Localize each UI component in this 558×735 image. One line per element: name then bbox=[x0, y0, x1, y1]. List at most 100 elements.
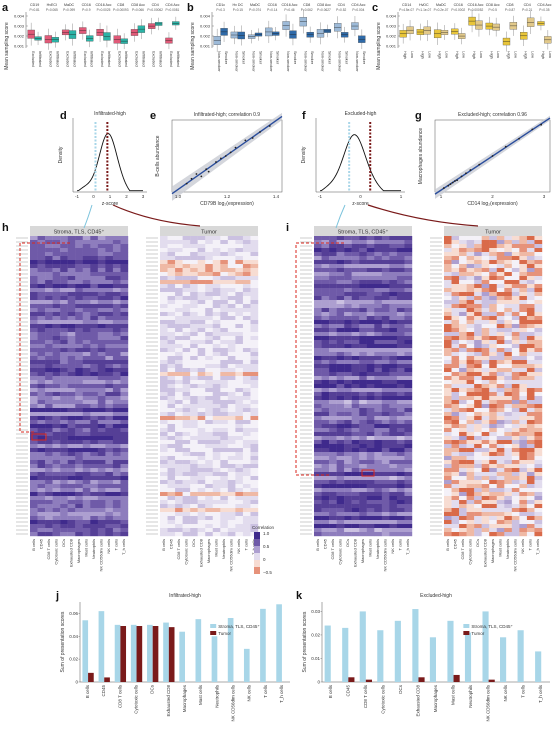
heatmap-cell bbox=[75, 352, 83, 357]
heatmap-cell bbox=[336, 252, 345, 257]
heatmap-cell bbox=[504, 492, 513, 497]
heatmap-cell bbox=[205, 488, 213, 493]
heatmap-cell bbox=[314, 404, 322, 409]
heatmap-cell bbox=[489, 436, 497, 441]
heatmap-cell bbox=[489, 504, 497, 509]
heatmap-cell bbox=[366, 336, 375, 341]
heatmap-cell bbox=[389, 264, 398, 269]
heatmap-cell bbox=[444, 360, 452, 365]
heatmap-cell bbox=[459, 472, 467, 477]
heatmap-cell bbox=[534, 524, 543, 529]
heatmap-cell bbox=[82, 408, 91, 413]
heatmap-cell bbox=[526, 404, 535, 409]
heatmap-cell bbox=[120, 244, 129, 249]
heatmap-cell bbox=[120, 380, 129, 385]
heatmap-cell bbox=[519, 532, 528, 537]
heatmap-cell bbox=[212, 240, 221, 245]
heatmap-cell bbox=[67, 316, 76, 321]
heatmap-cell bbox=[120, 260, 129, 265]
heatmap-cell bbox=[466, 276, 475, 281]
heatmap-cell bbox=[351, 392, 360, 397]
heatmap-cell bbox=[175, 428, 183, 433]
heatmap-cell bbox=[459, 412, 467, 417]
heatmap-cell bbox=[489, 240, 497, 245]
heatmap-cell bbox=[374, 236, 383, 241]
heatmap-cell bbox=[105, 380, 114, 385]
heatmap-cell bbox=[366, 316, 375, 321]
heatmap-cell bbox=[444, 440, 452, 445]
heatmap-cell bbox=[466, 416, 475, 421]
heatmap-cell bbox=[227, 468, 236, 473]
heatmap-cell bbox=[90, 256, 99, 261]
heatmap-cell bbox=[359, 416, 367, 421]
heatmap-cell bbox=[220, 448, 229, 453]
heatmap-cell bbox=[474, 408, 482, 413]
heatmap-cell bbox=[242, 268, 251, 273]
heatmap-cell bbox=[489, 248, 497, 253]
heatmap-cell bbox=[314, 388, 322, 393]
heatmap-cell bbox=[451, 264, 460, 269]
heatmap-cell bbox=[52, 256, 61, 261]
heatmap-cell bbox=[82, 416, 91, 421]
heatmap-cell bbox=[220, 440, 229, 445]
y-axis-label: Mean sampling score bbox=[376, 22, 382, 70]
heatmap-cell bbox=[504, 432, 513, 437]
heatmap-cell bbox=[534, 476, 543, 481]
bar bbox=[464, 632, 472, 682]
heatmap-cell bbox=[366, 448, 375, 453]
heatmap-cell bbox=[90, 360, 99, 365]
heatmap-cell bbox=[205, 472, 213, 477]
heatmap-cell bbox=[504, 484, 513, 489]
heatmap-cell bbox=[235, 404, 244, 409]
heatmap-cell bbox=[105, 260, 114, 265]
heatmap-cell bbox=[329, 260, 337, 265]
heatmap-cell bbox=[75, 344, 83, 349]
heatmap-cell bbox=[321, 276, 330, 281]
heatmap-cell bbox=[37, 372, 46, 377]
heatmap-cell bbox=[314, 452, 322, 457]
heatmap-cell bbox=[75, 288, 83, 293]
heatmap-cell bbox=[344, 412, 352, 417]
heatmap-cell bbox=[90, 396, 99, 401]
heatmap-cell bbox=[90, 512, 99, 517]
heatmap-cell bbox=[67, 472, 76, 477]
heatmap-cell bbox=[120, 288, 129, 293]
heatmap-cell bbox=[52, 324, 61, 329]
heatmap-cell bbox=[37, 356, 46, 361]
heatmap-cell bbox=[351, 420, 360, 425]
heatmap-cell bbox=[67, 388, 76, 393]
heatmap-cell bbox=[205, 532, 213, 537]
heatmap-cell bbox=[250, 252, 259, 257]
heatmap-cell bbox=[97, 300, 106, 305]
heatmap-cell bbox=[519, 424, 528, 429]
heatmap-cell bbox=[504, 316, 513, 321]
heatmap-cell bbox=[459, 296, 467, 301]
heatmap-cell bbox=[404, 336, 413, 341]
heatmap-cell bbox=[30, 312, 38, 317]
heatmap-cell bbox=[344, 372, 352, 377]
heatmap-cell bbox=[489, 400, 497, 405]
column-label: Mast cells bbox=[368, 539, 373, 557]
heatmap-cell bbox=[82, 260, 91, 265]
heatmap-cell bbox=[175, 316, 183, 321]
heatmap-cell bbox=[75, 520, 83, 525]
heatmap-cell bbox=[37, 488, 46, 493]
heatmap-cell bbox=[511, 244, 520, 249]
heatmap-cell bbox=[314, 460, 322, 465]
heatmap-cell bbox=[389, 396, 398, 401]
heatmap-cell bbox=[227, 388, 236, 393]
heatmap-cell bbox=[344, 528, 352, 533]
bar bbox=[168, 627, 175, 682]
bar bbox=[453, 674, 460, 682]
heatmap-cell bbox=[366, 504, 375, 509]
heatmap-cell bbox=[182, 448, 191, 453]
data-point bbox=[491, 155, 494, 157]
panel-label-h: h bbox=[2, 222, 9, 234]
heatmap-cell bbox=[175, 272, 183, 277]
heatmap-cell bbox=[389, 316, 398, 321]
heatmap-cell bbox=[389, 504, 398, 509]
heatmap-cell bbox=[444, 392, 452, 397]
heatmap-cell bbox=[474, 444, 482, 449]
group-stat: P=0.52 bbox=[336, 8, 346, 12]
heatmap-cell bbox=[227, 340, 236, 345]
